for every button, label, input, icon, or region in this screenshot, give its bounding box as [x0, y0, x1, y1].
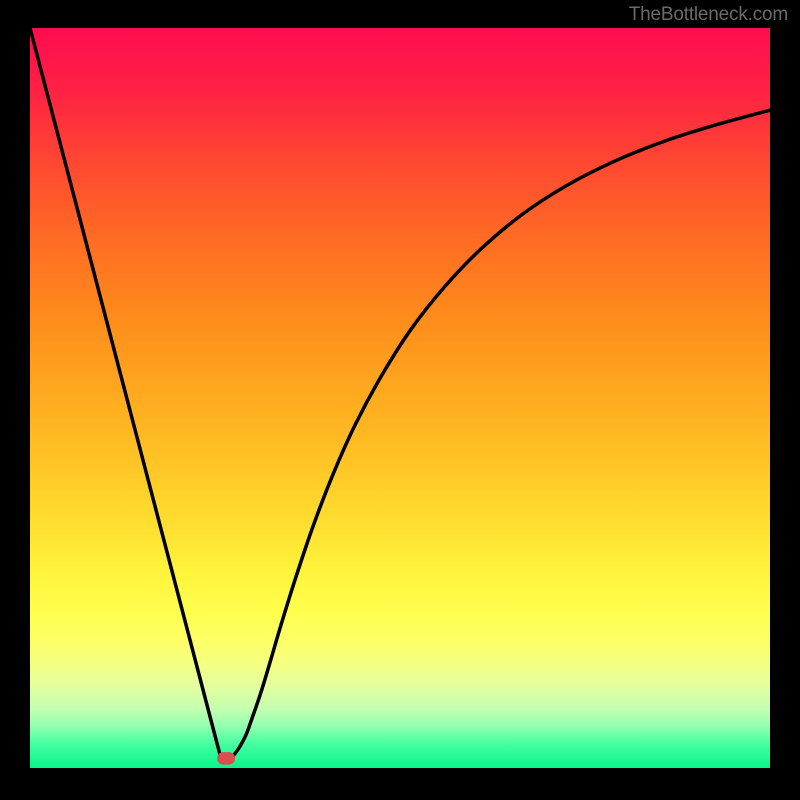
bottleneck-curve: [30, 28, 770, 768]
plot-frame: [30, 28, 770, 768]
plot-inner: [30, 28, 770, 768]
minimum-marker: [217, 752, 235, 765]
curve-left-segment: [30, 28, 220, 755]
curve-right-segment: [234, 110, 771, 755]
attribution-text: TheBottleneck.com: [629, 4, 788, 26]
